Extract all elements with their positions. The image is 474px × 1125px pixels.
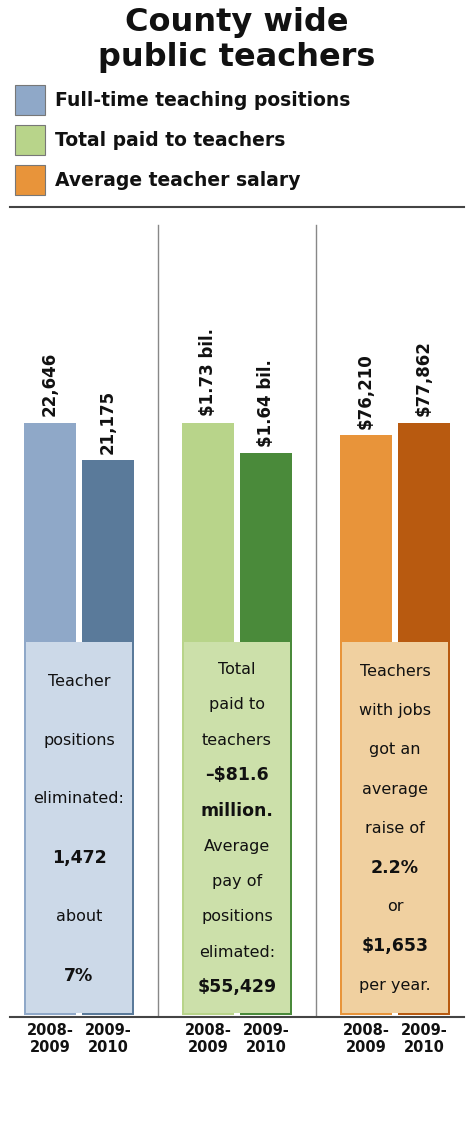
Bar [398, 423, 450, 1015]
Bar [26, 641, 132, 1012]
Text: 1,472: 1,472 [52, 848, 106, 866]
Text: 2009-
2010: 2009- 2010 [243, 1023, 289, 1055]
Bar [15, 86, 45, 115]
Bar [82, 460, 134, 1015]
Bar [24, 423, 76, 1015]
Bar [15, 165, 45, 195]
Text: raise of: raise of [365, 821, 425, 836]
Text: 2009-
2010: 2009- 2010 [401, 1023, 447, 1055]
Text: Average teacher salary: Average teacher salary [55, 171, 301, 189]
Text: Total: Total [218, 662, 256, 677]
Text: County wide
public teachers: County wide public teachers [98, 7, 376, 73]
Text: 2008-
2009: 2008- 2009 [27, 1023, 73, 1055]
Bar [15, 125, 45, 155]
Text: Teacher: Teacher [48, 674, 110, 688]
Text: got an: got an [369, 742, 421, 757]
Text: 2009-
2010: 2009- 2010 [85, 1023, 131, 1055]
Bar [340, 435, 392, 1015]
Text: 2.2%: 2.2% [371, 858, 419, 876]
Text: Teachers: Teachers [360, 664, 430, 678]
Text: eliminated:: eliminated: [34, 791, 125, 807]
Bar [182, 423, 234, 1015]
Text: pay of: pay of [212, 874, 262, 889]
Text: 7%: 7% [64, 966, 94, 984]
Text: about: about [56, 909, 102, 924]
Text: or: or [387, 899, 403, 915]
Bar [240, 453, 292, 1015]
Text: $1.73 bil.: $1.73 bil. [199, 328, 217, 416]
Text: 21,175: 21,175 [99, 390, 117, 455]
Text: 2008-
2009: 2008- 2009 [184, 1023, 231, 1055]
Text: 2008-
2009: 2008- 2009 [343, 1023, 390, 1055]
Text: $76,210: $76,210 [357, 353, 375, 429]
Text: positions: positions [201, 909, 273, 924]
Text: Full-time teaching positions: Full-time teaching positions [55, 90, 350, 109]
Text: million.: million. [201, 802, 273, 820]
Text: positions: positions [43, 732, 115, 747]
Text: teachers: teachers [202, 732, 272, 747]
Text: Average: Average [204, 838, 270, 854]
Text: $1.64 bil.: $1.64 bil. [257, 359, 275, 448]
Text: paid to: paid to [209, 698, 265, 712]
Text: 22,646: 22,646 [41, 352, 59, 416]
Text: $1,653: $1,653 [362, 937, 428, 955]
Text: elimated:: elimated: [199, 945, 275, 960]
Bar [342, 641, 448, 1012]
Text: per year.: per year. [359, 978, 431, 993]
Bar [184, 641, 290, 1012]
Text: with jobs: with jobs [359, 703, 431, 718]
Text: $77,862: $77,862 [415, 341, 433, 416]
Text: average: average [362, 782, 428, 796]
Text: $55,429: $55,429 [198, 979, 276, 997]
Text: –$81.6: –$81.6 [205, 766, 269, 784]
Text: Total paid to teachers: Total paid to teachers [55, 130, 285, 150]
